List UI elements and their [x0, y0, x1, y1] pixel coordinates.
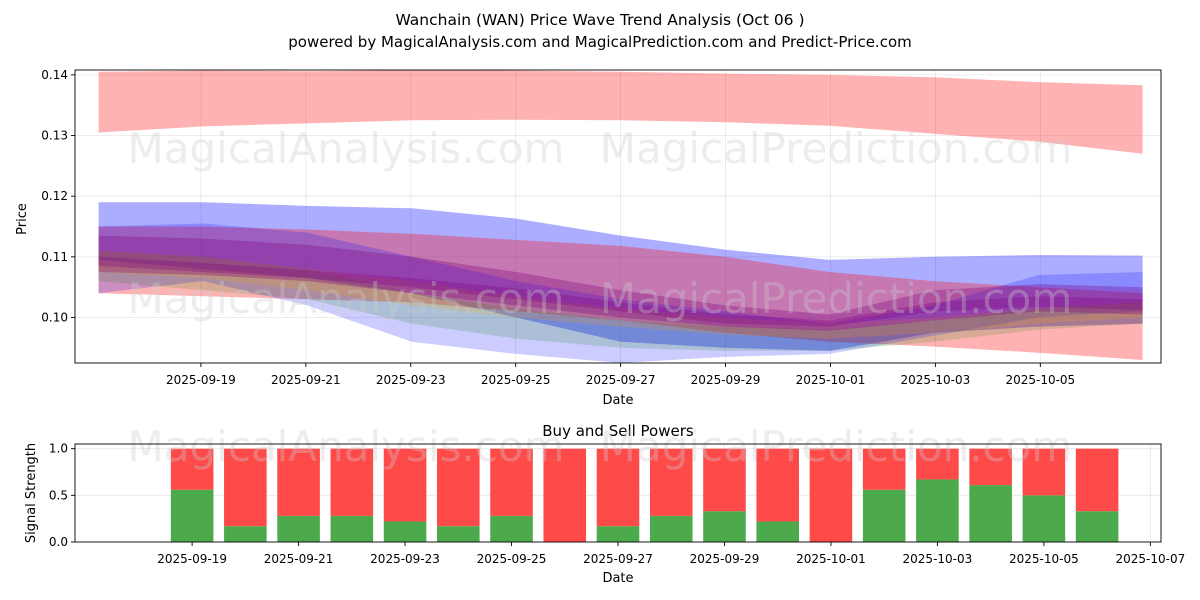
watermark-prediction-mid: MagicalPrediction.com	[600, 274, 1073, 323]
signal-x-tick-label-3: 2025-09-25	[477, 552, 547, 566]
buy-bar-2025-09-24	[437, 526, 480, 542]
price-plot-frame	[74, 69, 1162, 364]
sell-bar-2025-09-21	[277, 448, 320, 516]
sell-bar-2025-09-25	[490, 448, 533, 516]
signal-title: Buy and Sell Powers	[542, 422, 694, 440]
price-y-axis-label: Price	[15, 203, 30, 235]
watermark-analysis: MagicalAnalysis.com	[128, 124, 565, 173]
price-watermark: MagicalAnalysis.com MagicalPrediction.co…	[128, 124, 1073, 323]
buy-bar-2025-09-30	[756, 521, 799, 542]
signal-x-tick-label-1: 2025-09-21	[264, 552, 334, 566]
buy-bar-2025-09-28	[649, 515, 693, 542]
band-green-wave	[98, 250, 1143, 351]
sell-bar-2025-09-20	[224, 448, 267, 527]
buy-bar-2025-09-27	[596, 526, 640, 542]
sell-bar-2025-09-24	[437, 448, 480, 527]
sell-bar-2025-10-05	[1022, 448, 1066, 496]
price-x-tick-label-4: 2025-09-27	[586, 373, 656, 387]
price-y-tick-label-1: 0.11	[41, 250, 68, 264]
signal-x-ticks: 2025-09-19 2025-09-21 2025-09-23 2025-09-25…	[157, 542, 1185, 566]
price-x-tick-label-0: 2025-09-19	[166, 373, 236, 387]
buy-bar-2025-10-02	[862, 489, 906, 542]
buy-bar-2025-09-21	[277, 515, 320, 542]
signal-x-tick-label-4: 2025-09-27	[583, 552, 653, 566]
signal-x-axis-label: Date	[602, 571, 633, 586]
price-bands	[98, 70, 1143, 363]
band-red-lower	[98, 226, 1143, 360]
price-panel: MagicalAnalysis.com MagicalPrediction.co…	[15, 68, 1162, 408]
price-x-tick-label-6: 2025-10-01	[796, 373, 866, 387]
sell-bar-2025-10-06	[1075, 448, 1119, 512]
band-purple-core	[98, 256, 1143, 327]
chart-title: Wanchain (WAN) Price Wave Trend Analysis…	[395, 11, 804, 29]
signal-y-tick-label-1: 0.5	[49, 488, 68, 502]
signal-watermark: MagicalAnalysis.com MagicalPrediction.co…	[128, 422, 1073, 471]
price-x-axis-label: Date	[602, 393, 633, 408]
price-x-tick-label-1: 2025-09-21	[271, 373, 341, 387]
buy-bar-2025-09-25	[490, 515, 533, 542]
sell-bar-2025-10-04	[969, 448, 1012, 486]
signal-panel: Buy and Sell Powers MagicalAnalysis.com …	[24, 422, 1185, 586]
buy-bar-2025-09-22	[330, 515, 374, 542]
price-x-tick-label-8: 2025-10-05	[1005, 373, 1075, 387]
signal-x-tick-label-0: 2025-09-19	[157, 552, 227, 566]
price-x-tick-label-7: 2025-10-03	[901, 373, 971, 387]
price-y-tick-label-0: 0.10	[41, 311, 68, 325]
signal-x-tick-label-7: 2025-10-03	[903, 552, 973, 566]
buy-bar-2025-10-04	[969, 485, 1012, 542]
sell-bar-2025-10-03	[916, 448, 959, 480]
buy-bar-2025-10-06	[1075, 511, 1119, 542]
sell-bar-2025-09-19	[170, 448, 214, 490]
price-x-tick-label-5: 2025-09-29	[691, 373, 761, 387]
price-x-tick-label-2: 2025-09-23	[376, 373, 446, 387]
price-y-tick-label-4: 0.14	[41, 68, 68, 82]
signal-x-tick-label-5: 2025-09-29	[690, 552, 760, 566]
watermark-prediction: MagicalPrediction.com	[600, 124, 1073, 173]
band-orange-wave	[98, 250, 1143, 339]
band-purple-wave	[98, 235, 1143, 331]
band-red-upper	[98, 70, 1143, 154]
chart-subtitle: powered by MagicalAnalysis.com and Magic…	[288, 33, 912, 51]
price-y-tick-label-2: 0.12	[41, 189, 68, 203]
buy-bar-2025-09-19	[170, 489, 214, 542]
sell-bar-2025-10-02	[862, 448, 906, 490]
signal-x-tick-label-8: 2025-10-05	[1009, 552, 1079, 566]
watermark-analysis-mid: MagicalAnalysis.com	[128, 274, 565, 323]
price-x-ticks: 2025-09-19 2025-09-21 2025-09-23 2025-09-25…	[166, 363, 1075, 387]
band-blue-wide	[98, 202, 1143, 351]
buy-bar-2025-09-23	[383, 521, 427, 542]
signal-x-tick-label-6: 2025-10-01	[796, 552, 866, 566]
sell-bar-2025-09-29	[703, 448, 746, 512]
signal-y-tick-label-0: 0.0	[49, 535, 68, 549]
sell-bar-2025-09-22	[330, 448, 374, 516]
sell-bar-2025-09-30	[756, 448, 799, 522]
buy-bar-2025-09-29	[703, 511, 746, 542]
watermark-analysis-bottom: MagicalAnalysis.com	[128, 422, 565, 471]
signal-y-tick-label-2: 1.0	[49, 442, 68, 456]
sell-bar-2025-09-23	[383, 448, 427, 522]
signal-y-ticks: 0.0 0.5 1.0	[49, 442, 75, 549]
signal-x-tick-label-2: 2025-09-23	[370, 552, 440, 566]
signal-x-tick-label-9: 2025-10-07	[1115, 552, 1185, 566]
sell-bar-2025-09-26	[543, 448, 587, 542]
watermark-prediction-bottom: MagicalPrediction.com	[600, 422, 1073, 471]
sell-bar-2025-10-01	[809, 448, 853, 542]
sell-bar-2025-09-27	[596, 448, 640, 527]
price-y-ticks: 0.10 0.11 0.12 0.13 0.14	[41, 68, 75, 325]
price-x-tick-label-3: 2025-09-25	[481, 373, 551, 387]
band-blue-wave	[98, 223, 1143, 363]
sell-bar-2025-09-28	[649, 448, 693, 516]
signal-y-axis-label: Signal Strength	[24, 443, 39, 543]
buy-bar-2025-10-03	[916, 479, 959, 542]
signal-bars	[170, 448, 1119, 542]
price-grid	[75, 70, 1161, 363]
buy-bar-2025-10-05	[1022, 495, 1066, 542]
price-y-tick-label-3: 0.13	[41, 129, 68, 143]
buy-bar-2025-09-20	[224, 526, 267, 542]
